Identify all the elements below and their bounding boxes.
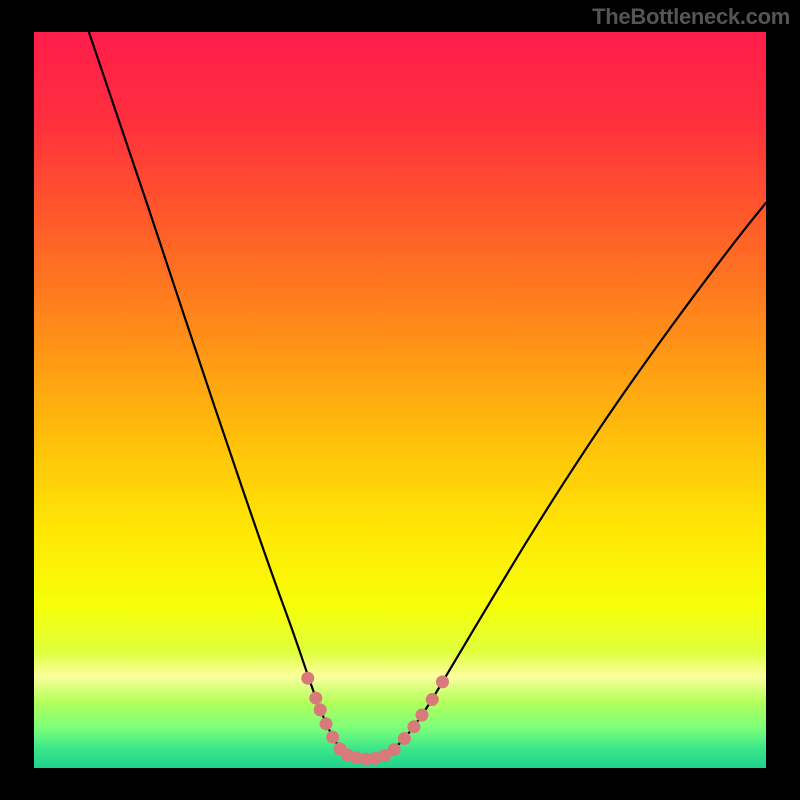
curve-marker xyxy=(426,693,439,706)
curve-marker xyxy=(314,703,327,716)
curve-marker xyxy=(309,692,322,705)
chart-container: TheBottleneck.com xyxy=(0,0,800,800)
curve-marker xyxy=(388,743,401,756)
curve-marker xyxy=(326,731,339,744)
gradient-background xyxy=(34,32,766,768)
curve-marker xyxy=(436,675,449,688)
curve-marker xyxy=(407,720,420,733)
curve-marker xyxy=(398,732,411,745)
plot-svg xyxy=(34,32,766,768)
watermark-text: TheBottleneck.com xyxy=(592,4,790,30)
plot-area xyxy=(34,32,766,768)
curve-marker xyxy=(301,672,314,685)
curve-marker xyxy=(320,717,333,730)
curve-marker xyxy=(415,709,428,722)
